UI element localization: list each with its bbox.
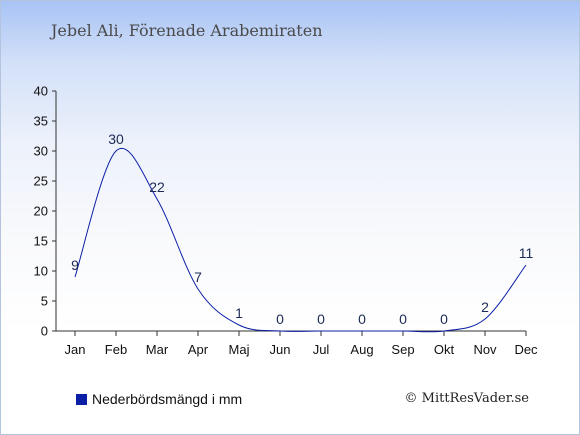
data-label: 0 xyxy=(358,311,366,327)
series xyxy=(74,148,527,333)
data-label: 9 xyxy=(71,257,79,273)
x-tick-label: Mar xyxy=(146,342,169,357)
data-label: 2 xyxy=(481,299,489,315)
x-tick-label: Feb xyxy=(105,342,127,357)
data-label: 7 xyxy=(194,269,202,285)
y-tick-label: 25 xyxy=(34,174,48,189)
x-axis: Jan Feb Mar Apr Maj Jun Jul Aug Sep Okt Nov Dec xyxy=(56,330,538,357)
data-label: 11 xyxy=(519,245,534,261)
data-labels: 9 30 22 7 1 0 0 0 0 0 2 11 xyxy=(71,131,533,327)
legend-label: Nederbördsmängd i mm xyxy=(92,391,243,407)
data-label: 0 xyxy=(440,311,448,327)
y-tick-label: 5 xyxy=(41,294,48,309)
y-tick-label: 20 xyxy=(34,204,48,219)
credit-text: © MittResVader.se xyxy=(404,391,529,406)
data-label: 0 xyxy=(276,311,284,327)
data-label: 0 xyxy=(399,311,407,327)
y-tick-label: 15 xyxy=(34,234,48,249)
y-tick-label: 30 xyxy=(34,144,48,159)
y-tick-label: 0 xyxy=(41,324,48,339)
series-line xyxy=(74,148,527,333)
y-axis: 0 5 10 15 20 25 30 35 40 xyxy=(34,84,57,339)
x-tick-label: Dec xyxy=(514,342,538,357)
data-label: 22 xyxy=(149,179,165,195)
x-tick-label: Sep xyxy=(391,342,414,357)
x-tick-label: Jan xyxy=(65,342,86,357)
data-label: 0 xyxy=(317,311,325,327)
x-tick-label: Okt xyxy=(434,342,455,357)
x-tick-label: Nov xyxy=(473,342,497,357)
y-tick-label: 40 xyxy=(34,84,48,99)
legend: Nederbördsmängd i mm xyxy=(76,391,242,407)
x-tick-label: Jun xyxy=(270,342,291,357)
y-tick-label: 35 xyxy=(34,114,48,129)
x-tick-label: Apr xyxy=(188,342,209,357)
data-label: 30 xyxy=(108,131,124,147)
y-tick-label: 10 xyxy=(34,264,48,279)
legend-swatch xyxy=(76,394,87,405)
data-label: 1 xyxy=(235,305,243,321)
x-tick-label: Maj xyxy=(229,342,250,357)
x-tick-label: Jul xyxy=(313,342,330,357)
chart-title: Jebel Ali, Förenade Arabemiraten xyxy=(51,21,323,40)
x-tick-label: Aug xyxy=(350,342,373,357)
